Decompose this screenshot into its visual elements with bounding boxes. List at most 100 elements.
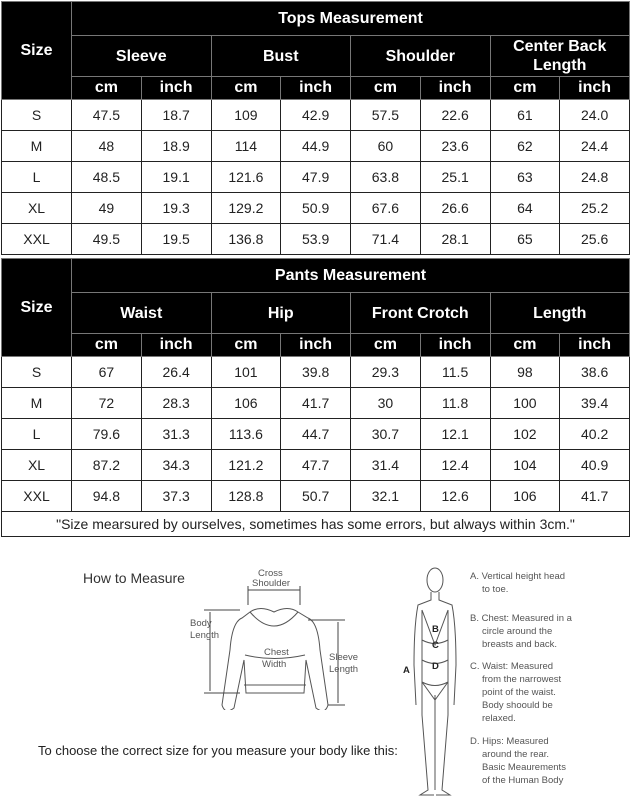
cell-value: 47.9: [280, 161, 351, 193]
table-row: XL 87.2 34.3 121.2 47.7 31.4 12.4 104 40.9: [1, 449, 630, 481]
unit-header: inch: [419, 76, 491, 100]
unit-header: inch: [280, 76, 351, 100]
cell-value: 48.5: [71, 161, 142, 193]
cell-value: 67.6: [350, 192, 421, 224]
cell-value: 18.7: [140, 99, 212, 131]
cell-value: 24.8: [559, 161, 630, 193]
size-cell: M: [1, 387, 72, 419]
cell-value: 114: [210, 130, 282, 162]
how-to-measure-title: How to Measure: [83, 570, 185, 586]
description-line: D. Hips: Measured: [470, 736, 549, 747]
cell-value: 60: [350, 130, 421, 162]
cell-value: 12.6: [419, 480, 491, 512]
sleeve-label: Sleeve: [329, 652, 359, 663]
cell-value: 102: [489, 418, 561, 450]
cell-value: 19.3: [140, 192, 212, 224]
cell-value: 64: [489, 192, 561, 224]
unit-header: cm: [489, 76, 561, 100]
cell-value: 100: [489, 387, 561, 419]
cell-value: 49.5: [71, 223, 142, 255]
measurement-description: A. Vertical height head to toe.: [470, 570, 620, 596]
table-row: S 67 26.4 101 39.8 29.3 11.5 98 38.6: [1, 356, 630, 388]
marker-d: D: [432, 661, 439, 672]
measurement-description: B. Chest: Measured in a circle around the…: [470, 612, 620, 651]
size-note: "Size mearsured by ourselves, sometimes …: [1, 511, 630, 537]
group-header: Hip: [210, 292, 351, 334]
cell-value: 136.8: [210, 223, 282, 255]
unit-header: cm: [489, 333, 561, 357]
description-line: point of the waist.: [482, 687, 556, 698]
cell-value: 72: [71, 387, 142, 419]
measurement-description: D. Hips: Measured around the rear. Basic M…: [470, 735, 620, 787]
marker-b: B: [432, 624, 439, 635]
table-row: XL 49 19.3 129.2 50.9 67.6 26.6 64 25.2: [1, 192, 630, 224]
cell-value: 71.4: [350, 223, 421, 255]
cell-value: 63: [489, 161, 561, 193]
cell-value: 98: [489, 356, 561, 388]
cell-value: 41.7: [559, 480, 630, 512]
chest-label: Chest: [264, 647, 289, 658]
cell-value: 28.3: [140, 387, 212, 419]
cell-value: 79.6: [71, 418, 142, 450]
size-cell: XL: [1, 449, 72, 481]
cell-value: 53.9: [280, 223, 351, 255]
cell-value: 40.9: [559, 449, 630, 481]
cell-value: 29.3: [350, 356, 421, 388]
cell-value: 47.7: [280, 449, 351, 481]
description-line: relaxed.: [482, 713, 516, 724]
cell-value: 109: [210, 99, 282, 131]
description-line: B. Chest: Measured in a: [470, 613, 572, 624]
cell-value: 61: [489, 99, 561, 131]
size-cell: XXL: [1, 480, 72, 512]
cell-value: 24.4: [559, 130, 630, 162]
cell-value: 31.4: [350, 449, 421, 481]
cell-value: 44.9: [280, 130, 351, 162]
description-line: C. Waist: Measured: [470, 661, 554, 672]
cell-value: 26.6: [419, 192, 491, 224]
cell-value: 101: [210, 356, 282, 388]
unit-header: cm: [350, 76, 421, 100]
length-label: Length: [190, 630, 220, 641]
cell-value: 94.8: [71, 480, 142, 512]
description-line: circle around the: [482, 626, 553, 637]
cell-value: 12.4: [419, 449, 491, 481]
marker-c: C: [432, 640, 439, 651]
cell-value: 12.1: [419, 418, 491, 450]
table-row: L 79.6 31.3 113.6 44.7 30.7 12.1 102 40.2: [1, 418, 630, 450]
unit-header: inch: [140, 333, 212, 357]
table-row: M 72 28.3 106 41.7 30 11.8 100 39.4: [1, 387, 630, 419]
size-header: Size: [1, 258, 72, 357]
cell-value: 11.8: [419, 387, 491, 419]
cell-value: 37.3: [140, 480, 212, 512]
measurement-description: C. Waist: Measured from the narrowest poin…: [470, 660, 620, 725]
cell-value: 23.6: [419, 130, 491, 162]
unit-header: inch: [559, 76, 630, 100]
cell-value: 57.5: [350, 99, 421, 131]
size-cell: S: [1, 356, 72, 388]
cell-value: 18.9: [140, 130, 212, 162]
cell-value: 26.4: [140, 356, 212, 388]
cell-value: 121.6: [210, 161, 282, 193]
cell-value: 32.1: [350, 480, 421, 512]
group-header: Center Back Length: [489, 35, 630, 77]
description-line: of the Human Body: [482, 775, 564, 786]
description-line: from the narrowest: [482, 674, 562, 685]
marker-a: A: [403, 665, 410, 676]
description-line: breasts and back.: [482, 639, 557, 650]
cell-value: 19.5: [140, 223, 212, 255]
table-row: M 48 18.9 114 44.9 60 23.6 62 24.4: [1, 130, 630, 162]
description-line: Basic Meaurements: [482, 762, 566, 773]
unit-header: cm: [71, 76, 142, 100]
body-figure-diagram: [413, 567, 457, 796]
cell-value: 28.1: [419, 223, 491, 255]
size-cell: L: [1, 161, 72, 193]
cell-value: 24.0: [559, 99, 630, 131]
sweater-diagram: [204, 586, 345, 710]
cell-value: 42.9: [280, 99, 351, 131]
cell-value: 31.3: [140, 418, 212, 450]
cell-value: 25.1: [419, 161, 491, 193]
cell-value: 106: [210, 387, 282, 419]
cell-value: 47.5: [71, 99, 142, 131]
size-cell: XXL: [1, 223, 72, 255]
description-line: A. Vertical height head: [470, 571, 566, 582]
